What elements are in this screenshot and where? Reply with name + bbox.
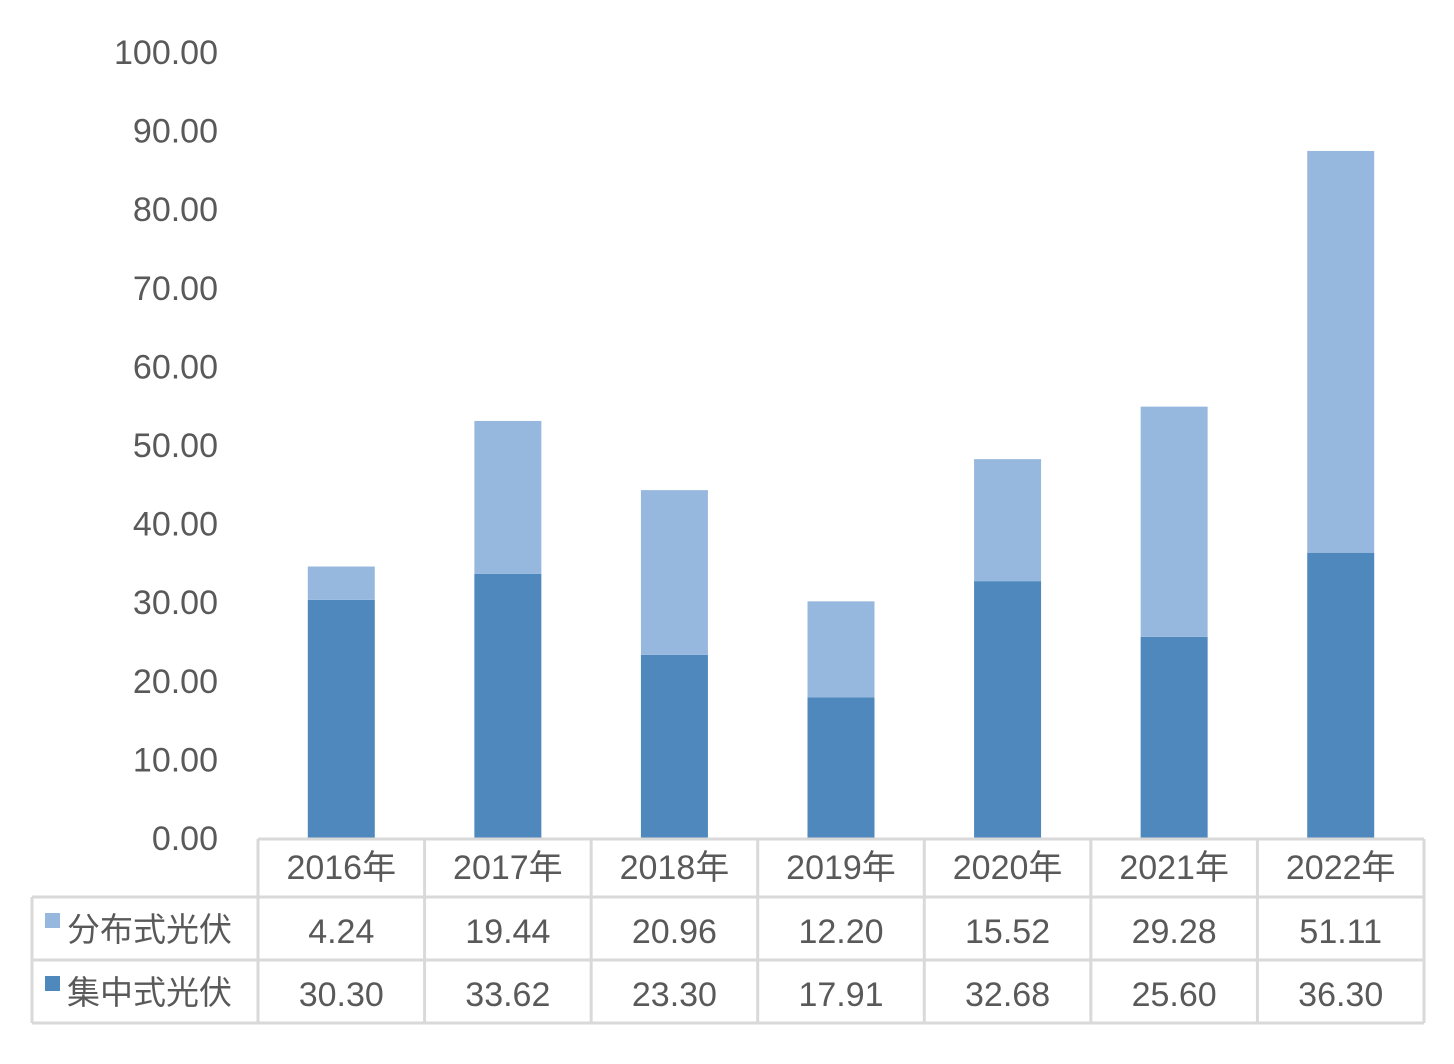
- table-cell-value: 17.91: [798, 976, 883, 1014]
- y-tick-label: 90.00: [133, 113, 218, 151]
- bar-centralized: [1307, 552, 1375, 838]
- table-cell-value: 29.28: [1132, 913, 1217, 951]
- x-category-label: 2018年: [620, 849, 730, 887]
- bar-distributed: [640, 490, 708, 655]
- y-tick-label: 40.00: [133, 506, 218, 544]
- y-tick-label: 30.00: [133, 584, 218, 622]
- table-cell-value: 25.60: [1132, 976, 1217, 1014]
- bar-distributed: [307, 566, 375, 600]
- series-name: 集中式光伏: [67, 973, 232, 1012]
- y-tick-label: 20.00: [133, 663, 218, 701]
- table-cell-value: 23.30: [632, 976, 717, 1014]
- bar-distributed: [474, 420, 542, 574]
- x-category-label: 2022年: [1286, 849, 1396, 887]
- legend-swatch: [45, 976, 60, 991]
- y-tick-label: 70.00: [133, 270, 218, 308]
- table-cell-value: 51.11: [1299, 913, 1382, 951]
- data-table: 2016年 2017年 2018年 2019年 2020年 2021年 2022年分布式光伏…: [30, 837, 1426, 1025]
- x-category-label: 2021年: [1119, 849, 1229, 887]
- bar-centralized: [640, 654, 708, 838]
- bar-centralized: [1140, 636, 1208, 838]
- y-tick-label: 60.00: [133, 348, 218, 386]
- bar-centralized: [807, 697, 875, 838]
- table-cell-value: 36.30: [1298, 976, 1383, 1014]
- y-tick-label: 10.00: [133, 741, 218, 779]
- y-tick-label: 100.00: [114, 34, 218, 72]
- table-cell-value: 33.62: [465, 976, 550, 1014]
- table-cell-value: 15.52: [965, 913, 1050, 951]
- table-cell-value: 30.30: [299, 976, 384, 1014]
- bar-distributed: [1307, 150, 1375, 553]
- y-tick-label: 0.00: [152, 820, 218, 858]
- table-cell-value: 12.20: [798, 913, 883, 951]
- table-cell-value: 4.24: [308, 913, 374, 951]
- bar-centralized: [474, 573, 542, 838]
- bar-centralized: [307, 599, 375, 838]
- table-cell-value: 32.68: [965, 976, 1050, 1014]
- bar-distributed: [974, 459, 1042, 582]
- series-name: 分布式光伏: [67, 910, 232, 949]
- y-tick-label: 50.00: [133, 427, 218, 465]
- table-cell-value: 20.96: [632, 913, 717, 951]
- legend-swatch: [45, 913, 60, 928]
- bar-distributed: [1140, 406, 1208, 637]
- x-category-label: 2020年: [953, 849, 1063, 887]
- x-category-label: 2016年: [286, 849, 396, 887]
- bar-distributed: [807, 601, 875, 698]
- y-tick-label: 80.00: [133, 191, 218, 229]
- table-cell-value: 19.44: [465, 913, 550, 951]
- x-category-label: 2019年: [786, 849, 896, 887]
- bars: [307, 150, 1375, 838]
- y-axis: 0.00 10.00 20.00 30.00 40.00 50.00 60.00 70.00 8…: [114, 34, 218, 858]
- x-category-label: 2017年: [453, 849, 563, 887]
- bar-centralized: [974, 581, 1042, 838]
